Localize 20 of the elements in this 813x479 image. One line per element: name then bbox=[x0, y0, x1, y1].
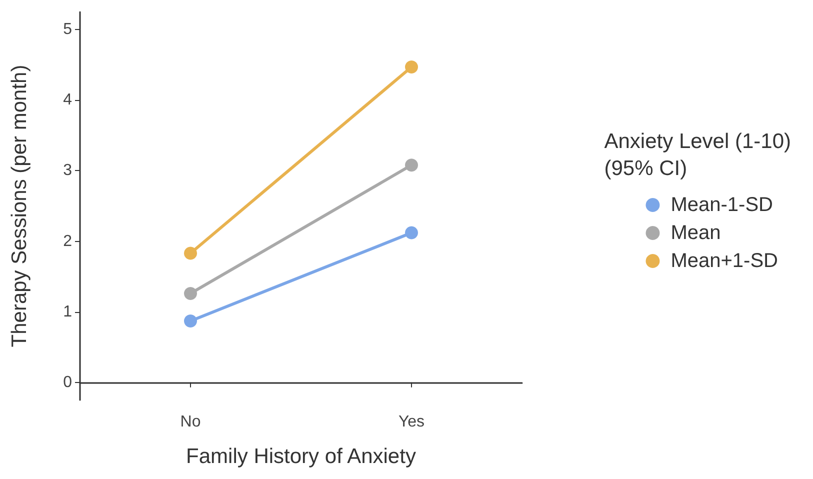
y-tick-label: 0 bbox=[63, 374, 72, 391]
y-tick-label: 4 bbox=[63, 92, 72, 109]
point bbox=[184, 286, 197, 300]
y-tick-label: 5 bbox=[63, 21, 72, 38]
x-tick-label: No bbox=[180, 414, 201, 430]
legend-label: Mean-1-SD bbox=[670, 194, 773, 216]
point bbox=[405, 226, 418, 240]
y-tick-label: 1 bbox=[63, 303, 72, 320]
y-tick-label: 3 bbox=[63, 162, 72, 180]
legend-label: Mean+1-SD bbox=[670, 250, 778, 272]
x-tick-label: Yes bbox=[398, 414, 425, 430]
legend-label: Mean bbox=[670, 222, 721, 244]
point bbox=[405, 60, 418, 74]
y-axis-title: Therapy Sessions (per month) bbox=[8, 64, 31, 348]
x-axis-title: Family History of Anxiety bbox=[186, 445, 416, 468]
legend-title: Anxiety Level (1-10) (95% CI) bbox=[604, 130, 792, 180]
y-tick-label: 2 bbox=[63, 232, 72, 250]
point bbox=[184, 246, 197, 260]
point bbox=[405, 158, 418, 172]
point bbox=[184, 314, 197, 328]
